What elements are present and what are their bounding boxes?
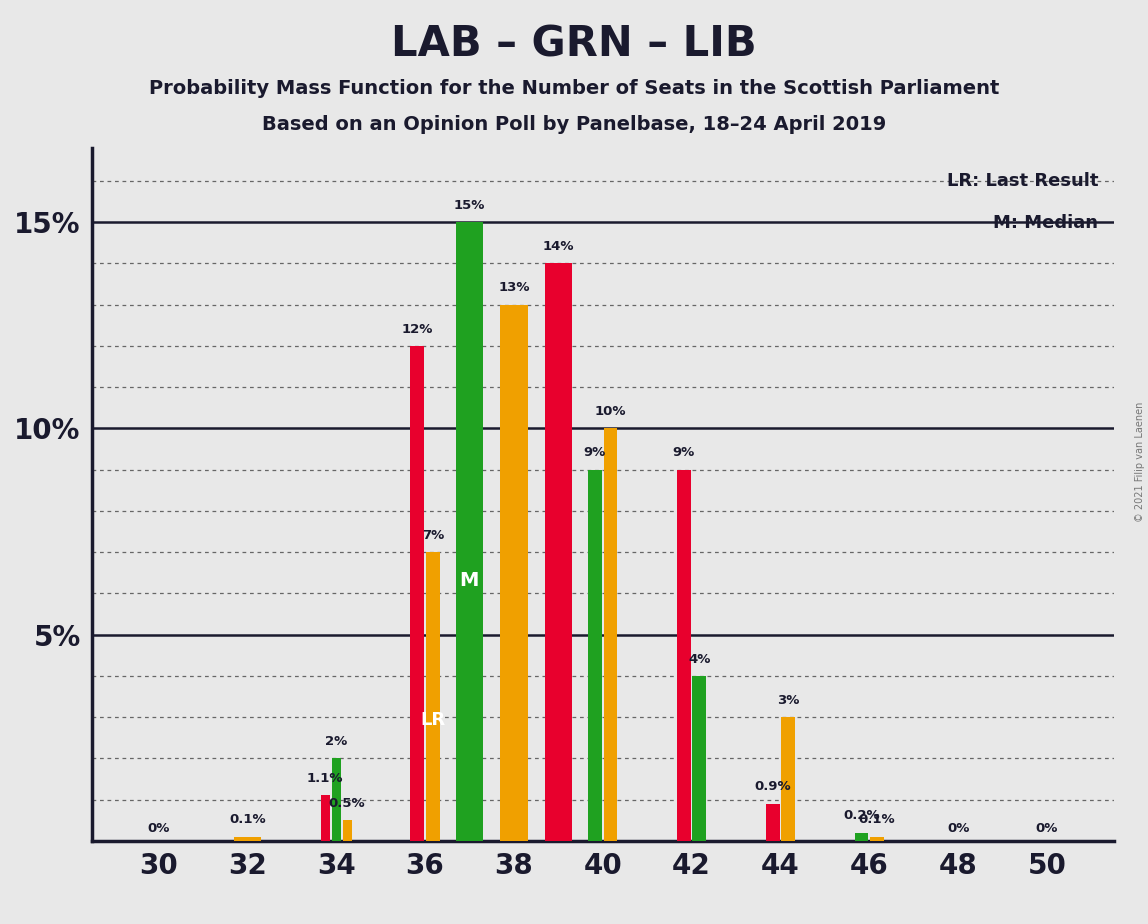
- Bar: [410, 346, 424, 841]
- Bar: [782, 717, 796, 841]
- Text: 1.1%: 1.1%: [307, 772, 343, 785]
- Text: Probability Mass Function for the Number of Seats in the Scottish Parliament: Probability Mass Function for the Number…: [149, 79, 999, 98]
- Text: LR: LR: [420, 711, 445, 728]
- Text: 9%: 9%: [673, 446, 695, 459]
- Text: 9%: 9%: [584, 446, 606, 459]
- Text: 0%: 0%: [147, 821, 170, 834]
- Text: 3%: 3%: [777, 694, 799, 707]
- Text: M: M: [459, 571, 479, 590]
- Bar: [766, 804, 779, 841]
- Text: M: Median: M: Median: [993, 213, 1099, 232]
- Bar: [456, 222, 483, 841]
- Bar: [320, 796, 329, 841]
- Text: 14%: 14%: [543, 240, 574, 253]
- Text: © 2021 Filip van Laenen: © 2021 Filip van Laenen: [1135, 402, 1145, 522]
- Text: 0%: 0%: [947, 821, 969, 834]
- Bar: [870, 837, 884, 841]
- Bar: [332, 759, 341, 841]
- Text: LR: Last Result: LR: Last Result: [947, 172, 1099, 190]
- Text: 0.1%: 0.1%: [228, 813, 265, 826]
- Text: 0%: 0%: [1035, 821, 1058, 834]
- Bar: [501, 305, 528, 841]
- Text: 0.2%: 0.2%: [843, 809, 879, 822]
- Text: Based on an Opinion Poll by Panelbase, 18–24 April 2019: Based on an Opinion Poll by Panelbase, 1…: [262, 116, 886, 135]
- Text: 2%: 2%: [325, 735, 348, 748]
- Text: 13%: 13%: [498, 281, 529, 294]
- Bar: [604, 429, 618, 841]
- Bar: [342, 821, 351, 841]
- Bar: [588, 469, 602, 841]
- Text: 0.5%: 0.5%: [328, 796, 365, 810]
- Bar: [233, 837, 261, 841]
- Text: 10%: 10%: [595, 405, 626, 418]
- Bar: [854, 833, 868, 841]
- Bar: [677, 469, 691, 841]
- Text: 4%: 4%: [688, 652, 711, 665]
- Bar: [544, 263, 572, 841]
- Text: 0.9%: 0.9%: [754, 781, 791, 794]
- Text: 15%: 15%: [453, 199, 486, 212]
- Bar: [426, 553, 440, 841]
- Text: LAB – GRN – LIB: LAB – GRN – LIB: [391, 23, 757, 65]
- Text: 12%: 12%: [402, 322, 433, 335]
- Text: 7%: 7%: [421, 529, 444, 541]
- Bar: [692, 675, 706, 841]
- Text: 0.1%: 0.1%: [859, 813, 895, 826]
